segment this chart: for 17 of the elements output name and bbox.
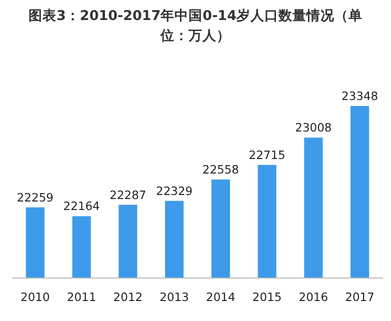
data-label: 22259 [16,190,54,204]
data-label: 23008 [295,120,332,135]
data-label: 22329 [156,184,193,198]
x-tick-label: 2017 [345,290,374,304]
x-tick-label: 2013 [160,290,189,304]
x-tick-label: 2014 [206,290,236,304]
data-label: 22558 [202,162,239,177]
data-label: 22287 [110,188,146,202]
data-label: 22715 [248,148,286,162]
data-label: 23348 [342,89,378,103]
data-label: 22164 [63,199,100,214]
x-tick-label: 2011 [66,290,96,304]
chart-title: 图表3：2010-2017年中国0-14岁人口数量情况（单位：万人） [28,7,364,46]
x-tick-label: 2015 [252,290,282,304]
x-tick-label: 2016 [298,290,328,304]
x-tick-label: 2012 [113,290,143,304]
x-tick-label: 2010 [20,290,50,304]
